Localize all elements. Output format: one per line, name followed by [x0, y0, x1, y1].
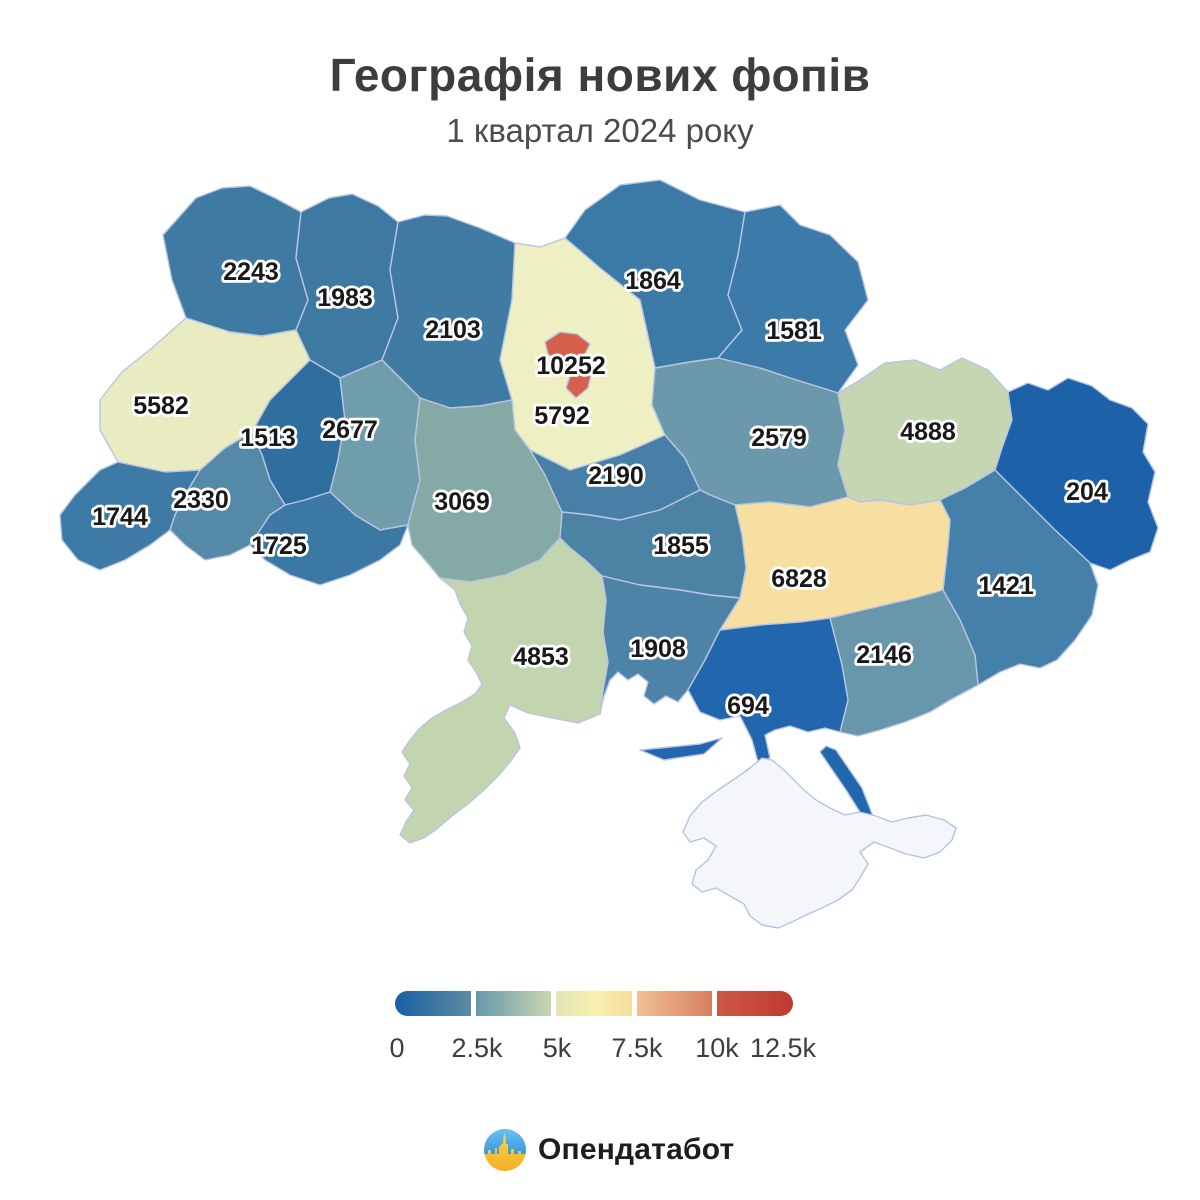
legend-tick-12.5k: 12.5k: [749, 1033, 817, 1063]
region-value-label-luhansk: 204: [1066, 478, 1108, 506]
region-value-label-khmelnytskyi: 2677: [322, 416, 378, 444]
region-value-label-chernivtsi: 1725: [251, 532, 307, 560]
legend-tick-2.5k: 2.5k: [451, 1033, 503, 1063]
color-scale-bar: [395, 991, 793, 1016]
region-kyiv-city[interactable]: [544, 331, 593, 399]
opendatabot-icon: [484, 1129, 526, 1171]
legend-tick-10k: 10k: [695, 1033, 739, 1063]
region-value-label-poltava: 2579: [751, 424, 807, 452]
region-value-label-kirovohrad: 1855: [653, 532, 709, 560]
legend-segment-5: [717, 991, 793, 1016]
region-value-label-zhytomyr: 2103: [425, 316, 481, 344]
region-value-label-sumy: 1581: [766, 317, 822, 345]
legend-segment-2: [475, 991, 552, 1016]
region-value-label-chernihiv: 1864: [625, 267, 681, 295]
legend-segment-1: [395, 991, 471, 1016]
region-odesa[interactable]: [399, 537, 609, 844]
region-crimea[interactable]: [682, 757, 957, 929]
region-value-label-vinnytsia: 3069: [434, 488, 490, 516]
region-value-label-ternopil: 1513: [240, 424, 296, 452]
region-value-label-rivne: 1983: [317, 284, 373, 312]
region-chernivtsi[interactable]: [249, 491, 409, 586]
region-value-label-mykolaiv: 1908: [630, 635, 686, 663]
region-value-label-odesa: 4853: [513, 643, 569, 671]
region-value-label-lviv: 5582: [133, 392, 189, 420]
region-value-label-kyiv-city: 10252: [536, 352, 606, 380]
legend-segment-4: [636, 991, 713, 1016]
legend-tick-7.5k: 7.5k: [611, 1033, 663, 1063]
region-value-label-kherson: 694: [727, 692, 769, 720]
region-value-label-zaporizhzhia: 2146: [856, 641, 912, 669]
region-value-label-dnipro: 6828: [771, 565, 827, 593]
region-value-label-kharkiv: 4888: [900, 418, 956, 446]
legend-tick-5k: 5k: [542, 1033, 572, 1063]
region-value-label-zakarpattia: 1744: [92, 503, 148, 531]
opendatabot-logo[interactable]: Опендатабот: [483, 1128, 734, 1172]
legend-tick-0: 0: [389, 1033, 405, 1063]
region-value-label-cherkasy: 2190: [588, 462, 644, 490]
region-value-label-ivano-frankivsk: 2330: [173, 486, 229, 514]
region-value-label-donetsk: 1421: [978, 572, 1034, 600]
page-subtitle: 1 квартал 2024 року: [446, 112, 754, 149]
page-title: Географія нових фопів: [329, 49, 871, 101]
legend-segment-3: [556, 991, 632, 1016]
region-value-label-volyn: 2243: [223, 258, 279, 286]
opendatabot-logo-text: Опендатабот: [538, 1133, 735, 1166]
region-sumy[interactable]: [717, 204, 869, 394]
region-value-label-kyiv-oblast: 5792: [534, 402, 590, 430]
region-kherson[interactable]: [639, 617, 877, 829]
